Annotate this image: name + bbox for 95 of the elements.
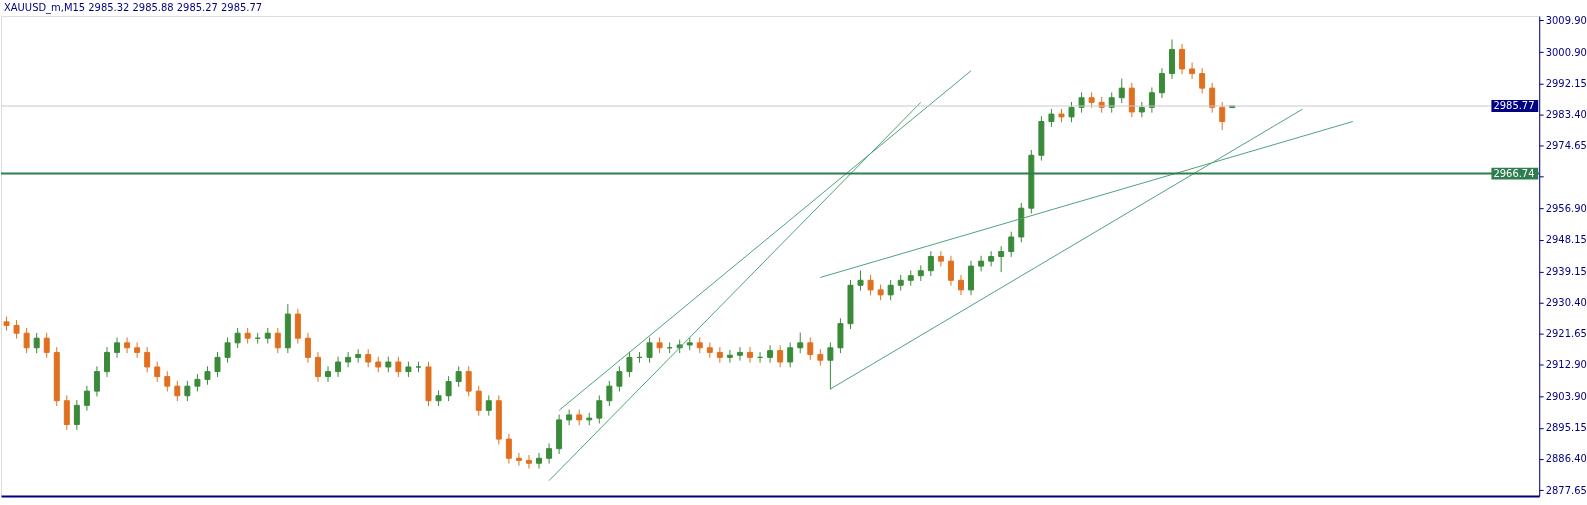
candlestick: [606, 380, 613, 407]
candlestick: [214, 351, 221, 378]
candlestick: [646, 337, 653, 364]
candlestick: [274, 327, 281, 354]
candlestick: [1008, 231, 1015, 258]
candlestick: [596, 394, 603, 424]
y-tick-label: 2877.65: [1545, 484, 1587, 496]
candlestick: [134, 341, 141, 359]
candlestick: [365, 348, 372, 368]
candlestick: [1199, 67, 1206, 94]
candlestick: [13, 319, 20, 340]
y-tick-label: 2939.15: [1545, 266, 1587, 278]
y-tick-label: 2921.65: [1545, 328, 1587, 340]
chart-title: XAUUSD_m,M15 2985.32 2985.88 2985.27 2985.77: [3, 2, 263, 15]
candlestick: [767, 344, 774, 364]
candlestick: [104, 346, 110, 378]
candlestick: [114, 337, 121, 359]
candlestick: [887, 279, 894, 301]
candlestick: [546, 442, 553, 465]
candlestick: [93, 365, 100, 397]
candlestick: [73, 399, 80, 431]
candlestick: [927, 250, 934, 277]
candlestick: [1048, 108, 1055, 128]
candlestick: [164, 370, 171, 392]
candlestick: [445, 375, 452, 402]
candlestick: [33, 332, 40, 354]
candlestick: [716, 346, 723, 364]
ref-line-label: 2985.77: [1493, 99, 1535, 111]
candlestick: [777, 344, 784, 368]
candlestick: [988, 250, 995, 267]
candlestick: [1148, 86, 1155, 114]
candlestick: [304, 332, 311, 364]
y-tick-label: 2912.90: [1545, 359, 1587, 371]
candlestick: [807, 337, 814, 361]
y-tick-label: 2930.40: [1545, 297, 1587, 309]
candlestick: [867, 274, 874, 296]
candlestick: [1179, 43, 1186, 75]
y-tick-label: 2974.65: [1545, 139, 1587, 151]
candlestick: [465, 365, 472, 397]
candlestick: [325, 365, 332, 383]
candlestick: [998, 245, 1005, 273]
candlestick: [958, 274, 964, 296]
candlestick: [726, 349, 733, 364]
y-tick-label: 2983.40: [1545, 108, 1587, 120]
y-tick-label: 2992.15: [1545, 77, 1587, 89]
candlestick: [968, 260, 975, 296]
candlestick: [787, 341, 794, 368]
candlestick: [1128, 82, 1135, 118]
candlestick: [1219, 101, 1226, 131]
candlestick: [335, 356, 342, 378]
candlestick: [797, 332, 804, 354]
candlestick: [395, 356, 402, 378]
candlestick: [224, 337, 231, 364]
candlestick: [204, 365, 211, 386]
candlestick: [525, 454, 532, 470]
candlestick: [83, 385, 90, 412]
candlestick: [144, 346, 151, 373]
candlestick: [1158, 67, 1165, 99]
y-tick-label: 2956.90: [1545, 203, 1587, 215]
candlestick: [455, 365, 462, 388]
candlestick: [485, 394, 492, 417]
candlestick: [1189, 62, 1196, 80]
candlestick: [23, 327, 30, 354]
candlestick: [978, 255, 985, 272]
candlestick: [515, 452, 522, 467]
candlestick: [184, 380, 191, 402]
ref-line-label: 2966.74: [1493, 167, 1535, 179]
candlestick: [1118, 78, 1125, 104]
candlestick: [124, 337, 131, 354]
candlestick: [234, 327, 241, 349]
candlestick: [345, 351, 352, 368]
candlestick: [626, 351, 633, 378]
candlestick: [174, 380, 181, 402]
candlestick: [314, 351, 321, 383]
candlestick: [857, 269, 864, 292]
candlestick: [937, 250, 944, 267]
candlestick: [475, 385, 482, 417]
candlestick: [827, 341, 834, 390]
y-tick-label: 3009.90: [1545, 14, 1587, 26]
candlestick: [947, 255, 954, 287]
candlestick: [736, 346, 743, 362]
candlestick: [1068, 101, 1075, 123]
candlestick: [154, 361, 161, 383]
y-tick-label: 3000.90: [1545, 46, 1587, 58]
y-tick-label: 2886.40: [1545, 453, 1587, 465]
candlestick: [747, 346, 753, 364]
candlestick: [505, 433, 512, 465]
candlestick: [63, 394, 70, 431]
candlestick: [1209, 82, 1216, 114]
candlestick: [43, 332, 50, 359]
y-tick-label: 2948.15: [1545, 234, 1587, 246]
candlestick: [536, 452, 543, 470]
candlestick: [616, 365, 623, 392]
y-tick-label: 2895.15: [1545, 422, 1587, 434]
y-tick-label: 2903.90: [1545, 391, 1587, 403]
